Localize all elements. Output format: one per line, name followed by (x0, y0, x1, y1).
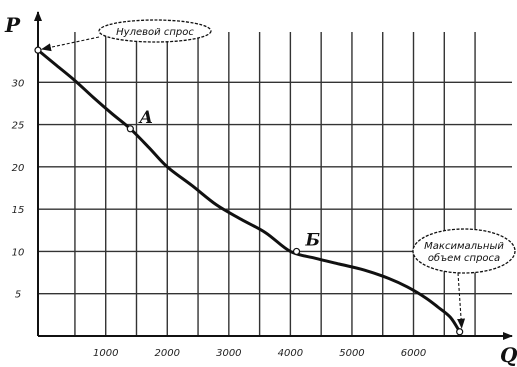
demand-curve (36, 48, 462, 334)
callout-arrow (41, 36, 100, 52)
x-tick-label: 2000 (155, 348, 180, 359)
endpoint-marker (34, 46, 42, 54)
x-tick-label: 3000 (216, 348, 241, 359)
callout-arrow (457, 272, 466, 329)
axes: PQ (4, 11, 517, 367)
tick-labels: 30 25 20 15 10 5 1000 2000 3000 4000 5000 6000 (12, 78, 427, 359)
callout-text: Максимальный (424, 241, 504, 252)
x-tick-label: 5000 (339, 348, 364, 359)
point-marker (292, 247, 301, 256)
callout-text: Нулевой спрос (116, 27, 194, 38)
labeled-points: АБ (34, 46, 464, 336)
callout-bubble (412, 228, 516, 274)
series (36, 48, 462, 334)
point-label: Б (305, 230, 321, 250)
x-tick-label: 4000 (278, 348, 303, 359)
callout-text: объем спроса (428, 252, 500, 264)
x-tick-label: 6000 (401, 348, 426, 359)
y-tick-label: 10 (12, 247, 25, 258)
x-axis-label: Q (500, 343, 517, 367)
x-tick-label: 1000 (93, 348, 118, 359)
y-tick-label: 30 (12, 78, 25, 89)
point-label: А (137, 108, 153, 128)
y-axis-label: P (4, 13, 21, 37)
y-tick-label: 5 (15, 290, 21, 301)
y-tick-label: 20 (12, 163, 25, 174)
y-tick-label: 25 (12, 121, 25, 132)
callout-bubble (98, 19, 212, 43)
point-marker (126, 125, 134, 133)
grid (38, 32, 512, 336)
y-tick-label: 15 (12, 205, 25, 216)
endpoint-marker (456, 328, 464, 336)
